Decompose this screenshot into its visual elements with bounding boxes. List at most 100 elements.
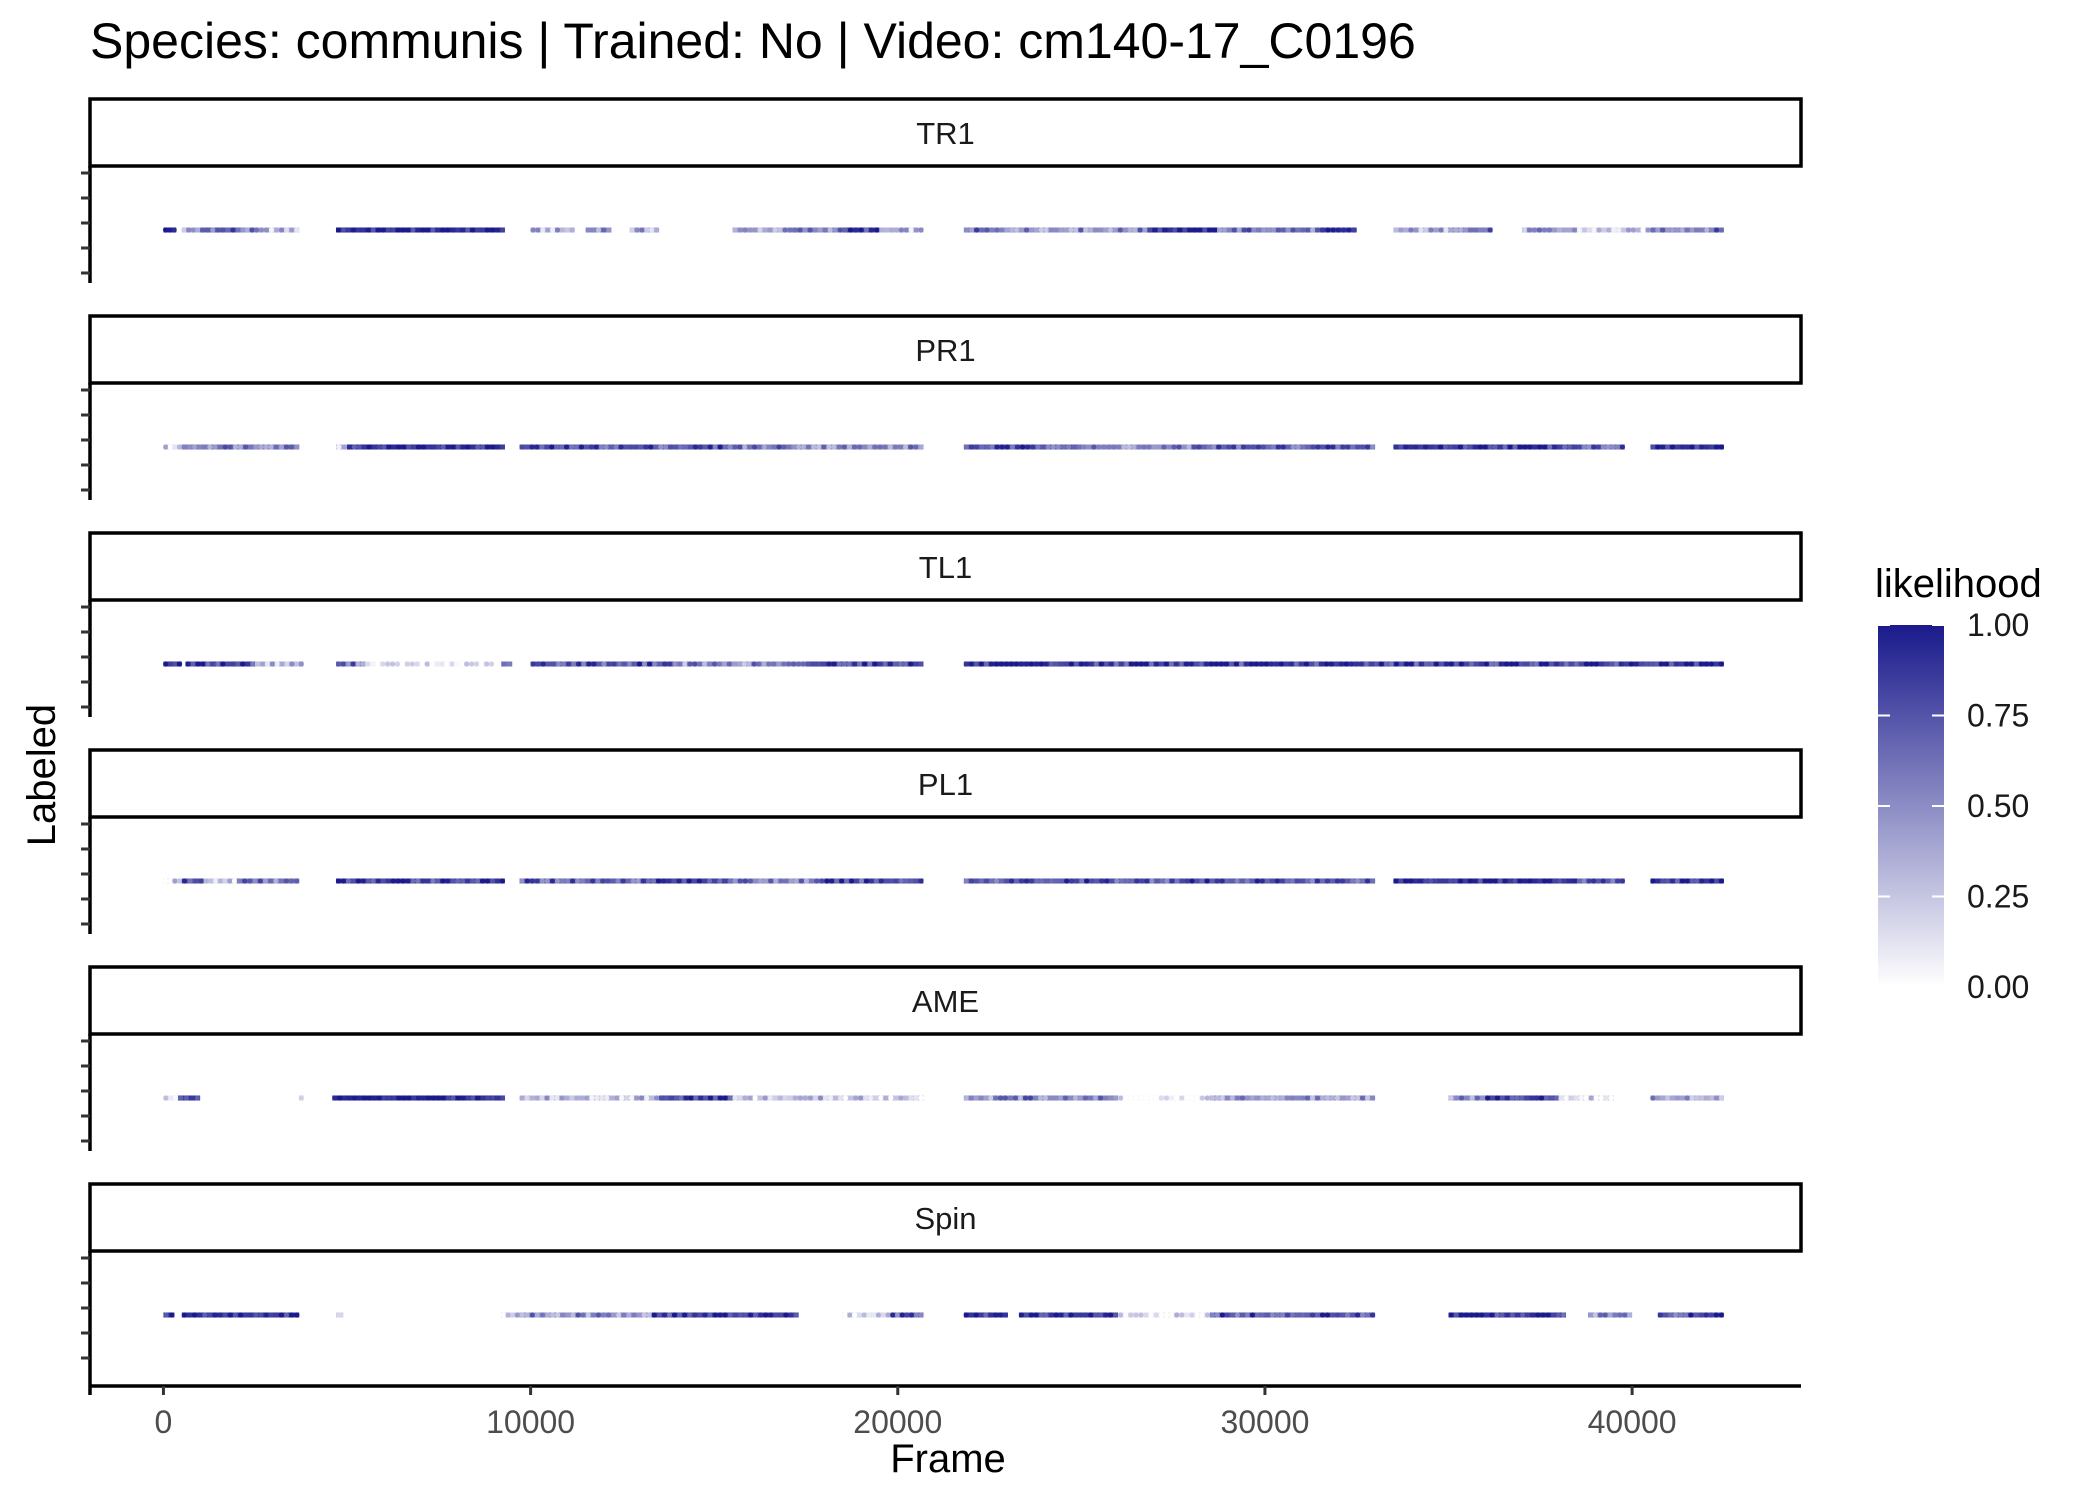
data-point	[361, 444, 367, 450]
data-point	[1304, 1312, 1311, 1318]
data-point	[988, 1312, 994, 1318]
data-point	[172, 878, 178, 884]
data-point	[1019, 227, 1025, 233]
data-point	[717, 1095, 723, 1101]
data-point	[1278, 661, 1284, 667]
data-point	[225, 661, 231, 667]
data-point	[580, 1312, 586, 1318]
data-point	[1279, 1095, 1286, 1101]
data-point	[351, 444, 358, 450]
data-point	[360, 878, 366, 884]
data-point	[1193, 661, 1199, 667]
data-point	[559, 444, 565, 450]
data-point	[1265, 444, 1272, 450]
data-point	[722, 1312, 728, 1318]
data-point	[1114, 878, 1120, 884]
data-point	[1239, 878, 1245, 884]
data-point	[1364, 878, 1371, 884]
data-point	[1474, 1312, 1480, 1318]
data-point	[1463, 661, 1469, 667]
data-point	[1159, 878, 1165, 884]
data-point	[1650, 1095, 1656, 1101]
data-point	[242, 878, 248, 884]
data-point	[1669, 878, 1676, 884]
data-point	[836, 661, 842, 667]
data-point	[1457, 878, 1464, 884]
data-point	[237, 1312, 244, 1318]
data-point	[279, 227, 285, 233]
data-point	[1694, 444, 1700, 450]
data-point	[1178, 661, 1184, 667]
data-point	[1699, 1095, 1705, 1101]
data-point	[732, 1312, 738, 1318]
data-point	[1077, 1095, 1084, 1101]
data-point	[653, 444, 659, 450]
data-point	[782, 227, 788, 233]
data-point	[1243, 661, 1249, 667]
data-point	[1478, 661, 1484, 667]
data-point	[737, 227, 743, 233]
data-point	[1329, 1095, 1336, 1101]
data-point	[803, 878, 810, 884]
data-point	[1012, 1095, 1019, 1101]
data-point	[404, 661, 410, 667]
data-point	[1713, 227, 1720, 233]
data-point	[822, 227, 828, 233]
data-point	[340, 227, 347, 233]
data-point	[445, 1095, 451, 1101]
data-point	[355, 661, 361, 667]
data-point	[564, 1095, 570, 1101]
data-point	[346, 444, 353, 450]
data-point	[776, 444, 782, 450]
data-point	[169, 1312, 175, 1318]
data-point	[766, 661, 772, 667]
data-point	[968, 444, 975, 450]
data-point	[470, 878, 476, 884]
data-point	[1413, 878, 1419, 884]
data-point	[445, 878, 451, 884]
data-point	[898, 227, 905, 233]
data-point	[817, 227, 823, 233]
data-point	[1423, 878, 1429, 884]
data-point	[898, 878, 904, 884]
data-point	[1709, 227, 1715, 233]
data-point	[1499, 1095, 1505, 1101]
data-point	[485, 1095, 491, 1101]
data-point	[1598, 1095, 1604, 1101]
data-point	[656, 1312, 662, 1318]
data-point	[1022, 1095, 1029, 1101]
data-point	[1309, 1312, 1316, 1318]
data-point	[1344, 1095, 1351, 1101]
data-point	[1533, 661, 1539, 667]
data-point	[742, 227, 748, 233]
data-point	[1189, 878, 1195, 884]
data-point	[1148, 661, 1154, 667]
data-point	[1181, 444, 1187, 450]
data-point	[1354, 1312, 1361, 1318]
data-point	[1239, 1095, 1246, 1101]
data-point	[1219, 1312, 1225, 1318]
data-point	[1688, 1312, 1694, 1318]
data-point	[1027, 1095, 1034, 1101]
data-point	[1678, 661, 1684, 667]
data-point	[628, 444, 634, 450]
data-point	[802, 227, 808, 233]
data-point	[832, 1095, 839, 1101]
data-point	[872, 661, 878, 667]
data-point	[1083, 1312, 1089, 1318]
data-point	[1013, 878, 1020, 884]
data-point	[1538, 661, 1544, 667]
data-point	[1339, 1312, 1346, 1318]
data-point	[1358, 661, 1364, 667]
data-point	[1314, 1095, 1321, 1101]
data-point	[893, 1095, 899, 1101]
data-point	[1363, 661, 1369, 667]
data-point	[1593, 661, 1599, 667]
data-point	[283, 878, 289, 884]
data-point	[868, 227, 875, 233]
x-axis: 0 10000 20000 30000 40000	[90, 1384, 1801, 1440]
data-point	[415, 444, 422, 450]
data-point	[355, 878, 361, 884]
data-point	[1177, 227, 1183, 233]
data-point	[742, 444, 748, 450]
